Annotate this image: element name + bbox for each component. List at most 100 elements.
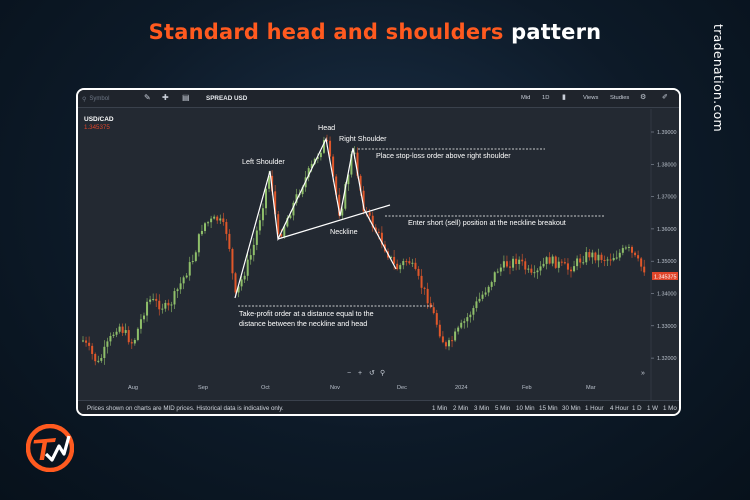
price-tick-label: 1.37000	[657, 195, 677, 201]
chart-window: ⚲ Symbol ✎ ✚ ▤ SPREAD USD Mid 1D ▮ Views…	[76, 88, 681, 416]
candle-body	[146, 301, 149, 316]
candle-body	[225, 222, 228, 234]
studies-menu[interactable]: Studies	[610, 95, 630, 101]
candle-body	[548, 257, 551, 264]
candle-body	[139, 319, 142, 329]
take-profit-label-line1: Take-profit order at a distance equal to…	[239, 309, 374, 318]
current-price-value: 1.345375	[654, 274, 676, 280]
candle-body	[182, 277, 185, 284]
candle-body	[490, 282, 493, 287]
symbol-label[interactable]: SPREAD USD	[206, 95, 248, 102]
candle-body	[521, 259, 524, 262]
candle-body	[371, 215, 374, 228]
candle-body	[399, 265, 402, 270]
time-tick-label: Nov	[330, 385, 340, 391]
tf-15min[interactable]: 15 Min	[539, 405, 558, 412]
crosshair-icon[interactable]: ✚	[162, 93, 169, 102]
tf-1min[interactable]: 1 Min	[432, 405, 448, 412]
candle-body	[454, 331, 457, 341]
tf-30min[interactable]: 30 Min	[562, 405, 581, 412]
candle-body	[478, 298, 481, 302]
pair-label: USD/CAD	[84, 116, 114, 123]
chart-plot[interactable]: 1.39000 1.38000 1.37000 1.36000 1.35000 1.340…	[78, 109, 679, 400]
price-chart[interactable]: 1.39000 1.38000 1.37000 1.36000 1.35000 1.340…	[78, 109, 679, 400]
candle-body	[484, 292, 487, 295]
right-shoulder-label: Right Shoulder	[339, 134, 387, 143]
eyedropper-icon[interactable]: ✐	[662, 94, 668, 101]
candle-body	[557, 261, 560, 268]
candle-body	[438, 324, 441, 337]
candle-body	[600, 254, 603, 260]
price-type-dropdown[interactable]: Mid	[521, 95, 531, 101]
tf-1d[interactable]: 1 D	[632, 405, 642, 412]
candles	[82, 134, 646, 366]
candle-body	[338, 194, 341, 216]
tf-5min[interactable]: 5 Min	[495, 405, 511, 412]
candle-body	[274, 191, 277, 215]
candle-body	[252, 244, 255, 256]
time-tick-label: Oct	[261, 385, 270, 391]
tf-4hour[interactable]: 4 Hour	[610, 405, 629, 412]
period-dropdown[interactable]: 1D	[542, 95, 550, 101]
reset-zoom-icon[interactable]: ↺	[369, 370, 375, 377]
candle-body	[286, 218, 289, 227]
tf-1w[interactable]: 1 W	[647, 405, 659, 412]
candle-body	[393, 256, 396, 264]
candle-body	[356, 152, 359, 176]
candle-body	[152, 298, 155, 300]
candle-body	[637, 255, 640, 259]
comment-icon[interactable]: ▤	[182, 93, 190, 102]
candle-body	[435, 313, 438, 325]
search-input[interactable]: Symbol	[89, 96, 110, 102]
candle-body	[191, 261, 194, 263]
zoom-in-icon[interactable]: +	[358, 370, 362, 377]
views-menu[interactable]: Views	[583, 95, 599, 101]
tf-2min[interactable]: 2 Min	[453, 405, 469, 412]
candle-body	[493, 272, 496, 283]
candle-body	[164, 302, 167, 309]
candle-body	[499, 267, 502, 272]
tf-1mo[interactable]: 1 Mo	[663, 405, 677, 412]
candle-body	[292, 202, 295, 216]
current-price-tag	[652, 272, 678, 280]
candle-body	[640, 258, 643, 267]
brand-url: tradenation.com	[711, 24, 726, 133]
left-shoulder-label: Left Shoulder	[242, 157, 285, 166]
zoom-out-icon[interactable]: −	[347, 370, 351, 377]
candle-body	[347, 174, 350, 185]
candle-body	[509, 266, 511, 268]
candle-body	[344, 184, 347, 209]
neckline-line	[277, 204, 391, 240]
candle-body	[463, 321, 466, 323]
candle-body	[155, 298, 158, 301]
magnifier-icon[interactable]: ⚲	[380, 369, 385, 377]
price-tick-label: 1.32000	[657, 356, 677, 362]
time-tick-label: 2024	[455, 385, 467, 391]
head-label: Head	[318, 123, 335, 132]
scroll-right-icon[interactable]: »	[641, 370, 645, 377]
chart-type-icon[interactable]: ▮	[562, 94, 566, 101]
candle-body	[149, 299, 152, 302]
candle-body	[566, 263, 569, 270]
candle-body	[219, 218, 222, 221]
price-axis: 1.39000 1.38000 1.37000 1.36000 1.35000 1.340…	[651, 130, 677, 362]
draw-pencil-icon[interactable]: ✎	[144, 93, 151, 102]
candle-body	[539, 266, 542, 271]
gear-icon[interactable]: ⚙	[640, 94, 647, 101]
tf-3min[interactable]: 3 Min	[474, 405, 490, 412]
candle-body	[234, 273, 237, 293]
tf-1hour[interactable]: 1 Hour	[585, 405, 604, 412]
candle-body	[200, 230, 203, 235]
tf-10min[interactable]: 10 Min	[516, 405, 535, 412]
candle-body	[612, 258, 615, 261]
level-lines	[238, 148, 604, 307]
candle-body	[91, 345, 94, 354]
status-note: Prices shown on charts are MID prices. H…	[87, 405, 284, 412]
candle-body	[460, 322, 463, 328]
candle-body	[615, 257, 618, 259]
candle-body	[261, 208, 264, 221]
symbol-search[interactable]: ⚲ Symbol	[82, 93, 140, 105]
candle-body	[341, 208, 344, 216]
candle-body	[362, 190, 365, 212]
candle-body	[573, 266, 576, 272]
